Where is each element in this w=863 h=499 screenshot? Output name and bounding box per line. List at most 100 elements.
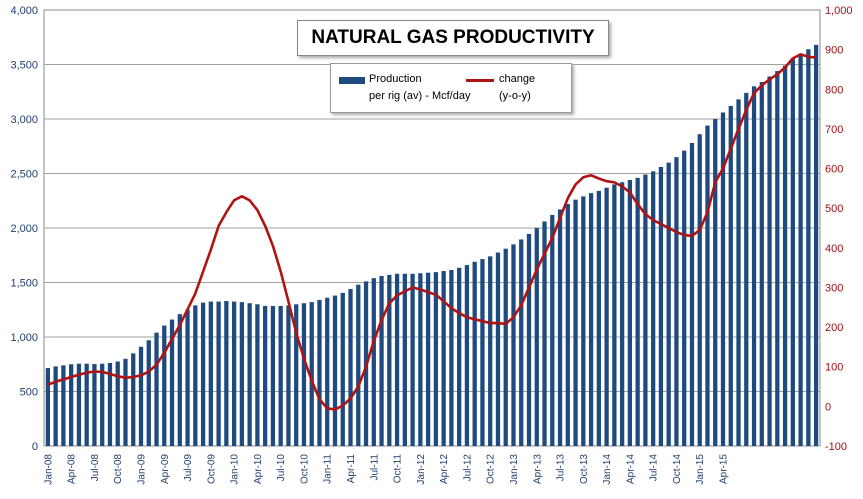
production-bar [542, 221, 547, 446]
chart-title-box: NATURAL GAS PRODUCTIVITY [297, 20, 609, 56]
production-bar [751, 86, 757, 447]
production-bar [146, 340, 151, 446]
production-bar [790, 59, 795, 447]
x-tick-label: Apr-09 [160, 454, 171, 484]
production-bar [317, 299, 322, 446]
x-tick-label: Apr-08 [67, 454, 78, 484]
production-bar [294, 304, 299, 446]
production-bar [464, 265, 470, 446]
x-tick-label: Oct-14 [672, 454, 683, 484]
production-bar [100, 363, 105, 446]
production-bar [45, 368, 51, 446]
x-tick-label: Jul-10 [276, 454, 287, 482]
production-bar [674, 157, 679, 446]
production-bar [635, 177, 640, 447]
x-tick-label: Apr-13 [532, 454, 543, 484]
production-bar [534, 228, 539, 446]
production-bar [169, 319, 175, 446]
production-bar [441, 271, 446, 446]
legend-line-label-1: change [499, 73, 536, 85]
x-tick-label: Jul-08 [90, 454, 101, 482]
right-tick-label: 400 [825, 243, 843, 255]
production-bar [53, 366, 58, 446]
production-bar [231, 301, 237, 446]
left-tick-label: 1,500 [10, 278, 38, 290]
production-bar [457, 267, 462, 446]
legend-line-swatch [466, 79, 494, 82]
production-bar [713, 119, 718, 446]
x-tick-label: Oct-09 [206, 454, 217, 484]
production-bar [239, 302, 245, 446]
production-bar [550, 214, 555, 446]
x-axis-ticks: Jan-08 Apr-08 Jul-08 Oct-08 Jan-09 Apr-09 Jul-… [43, 454, 729, 485]
legend-line-label-2: (y-o-y) [499, 90, 531, 102]
left-tick-label: 4,000 [10, 5, 38, 17]
production-bar [697, 134, 702, 446]
production-bar [798, 53, 803, 446]
production-bar [247, 303, 252, 446]
production-bar [806, 49, 811, 447]
production-bar [216, 301, 221, 446]
left-tick-label: 2,000 [10, 223, 38, 235]
production-bar [371, 278, 376, 446]
x-tick-label: Jul-13 [556, 454, 567, 482]
production-bar [177, 314, 182, 446]
production-bar [519, 239, 524, 446]
x-tick-label: Oct-11 [393, 454, 404, 484]
production-bar [759, 81, 764, 446]
left-tick-label: 3,000 [10, 114, 38, 126]
production-bar [573, 199, 578, 446]
production-bar [162, 325, 167, 446]
production-bar [348, 289, 353, 446]
right-tick-label: 1,000 [825, 5, 853, 17]
production-bar [682, 150, 687, 447]
left-tick-label: 500 [20, 387, 38, 399]
production-bar [705, 125, 710, 446]
production-bar [526, 233, 532, 446]
production-bar [332, 295, 338, 446]
production-bar [425, 272, 431, 446]
legend-bar-label-2: per rig (av) - Mcf/day [369, 90, 471, 102]
production-bar [488, 256, 493, 446]
right-tick-label: 800 [825, 84, 843, 96]
production-bar [61, 365, 66, 446]
production-bar [418, 273, 423, 446]
production-bar [495, 252, 501, 446]
production-bar [208, 301, 213, 446]
production-bar [449, 269, 454, 446]
x-tick-label: Jan-09 [137, 454, 148, 485]
production-bar [744, 92, 749, 446]
x-tick-label: Apr-14 [625, 454, 636, 484]
x-tick-label: Jan-14 [602, 454, 613, 485]
production-bar [84, 363, 89, 446]
right-tick-label: 900 [825, 45, 843, 57]
x-tick-label: Jan-10 [230, 454, 241, 485]
production-bar [557, 209, 563, 446]
left-tick-label: 1,000 [10, 332, 38, 344]
production-bar [581, 196, 586, 446]
right-axis-ticks: -100 0 100 200 300 400 500 600 700 800 900 1,000 [825, 5, 853, 453]
production-bar [200, 302, 206, 446]
production-bar [379, 275, 384, 446]
production-bar [604, 187, 609, 447]
x-tick-label: Jul-09 [183, 454, 194, 482]
chart-title: NATURAL GAS PRODUCTIVITY [311, 27, 595, 48]
x-tick-label: Apr-12 [439, 454, 450, 484]
change-line [47, 53, 817, 411]
x-tick-label: Oct-12 [486, 454, 497, 484]
production-bar [224, 301, 229, 446]
left-tick-label: 0 [32, 441, 38, 453]
production-bar [123, 358, 128, 446]
legend-bar-label-1: Production [369, 73, 422, 85]
production-bar [309, 302, 314, 446]
production-bar [813, 44, 819, 446]
left-axis-ticks: 0 500 1,000 1,500 2,000 2,500 3,000 3,500 4,000 [10, 5, 38, 453]
legend-bar-swatch [339, 77, 365, 84]
production-bar [720, 112, 726, 447]
production-bar [286, 305, 291, 446]
production-bar [472, 261, 477, 446]
production-bar [107, 362, 113, 446]
production-bar [255, 304, 260, 446]
production-bar [588, 193, 594, 446]
production-bar [263, 305, 268, 446]
